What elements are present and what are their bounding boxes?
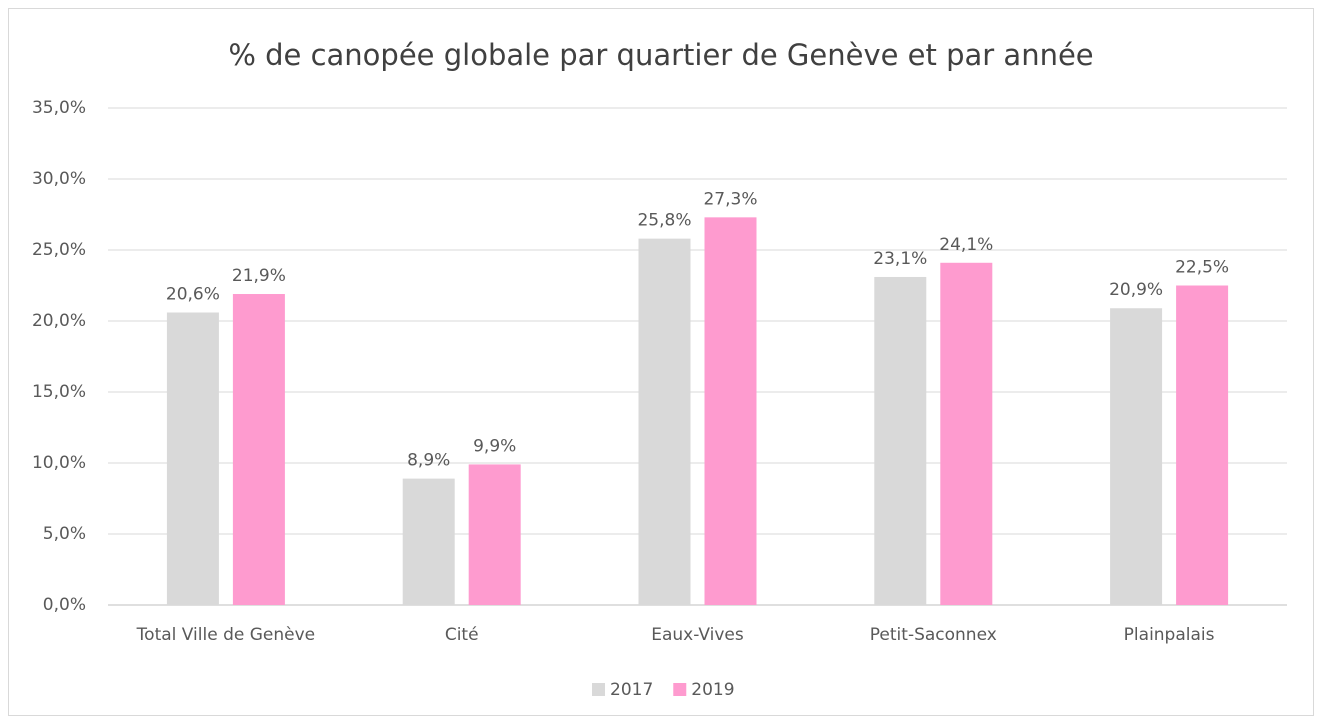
y-tick-label: 15,0% [32, 382, 86, 402]
y-tick-label: 35,0% [32, 98, 86, 118]
y-tick-label: 30,0% [32, 169, 86, 189]
bar [638, 238, 691, 605]
data-label: 27,3% [703, 189, 757, 209]
legend-swatch [673, 683, 687, 696]
data-label: 22,5% [1175, 258, 1229, 278]
bar [468, 464, 521, 605]
data-label: 8,9% [407, 451, 450, 471]
x-tick-label: Eaux-Vives [651, 625, 744, 645]
x-tick-label: Petit-Saconnex [870, 625, 997, 645]
legend-swatch [592, 683, 605, 696]
data-label: 21,9% [232, 266, 286, 286]
x-tick-label: Total Ville de Genève [136, 625, 315, 645]
y-tick-label: 25,0% [32, 240, 86, 260]
y-tick-label: 10,0% [32, 453, 86, 473]
bar [874, 276, 927, 605]
data-label: 25,8% [637, 211, 691, 231]
data-label: 23,1% [873, 249, 927, 269]
x-tick-label: Plainpalais [1124, 625, 1215, 645]
y-tick-label: 5,0% [43, 524, 86, 544]
bar [232, 294, 285, 605]
bar [166, 312, 219, 605]
data-label: 20,9% [1109, 280, 1163, 300]
legend-label: 2017 [610, 680, 653, 700]
legend-label: 2019 [691, 680, 734, 700]
y-tick-label: 0,0% [43, 595, 86, 615]
x-tick-label: Cité [445, 625, 479, 645]
y-tick-label: 20,0% [32, 311, 86, 331]
bar [1176, 285, 1229, 605]
bar [1110, 308, 1163, 605]
data-label: 9,9% [473, 436, 516, 456]
bar [704, 217, 757, 605]
bar [940, 262, 993, 605]
chart-title: % de canopée globale par quartier de Gen… [228, 38, 1093, 72]
data-label: 20,6% [166, 284, 220, 304]
data-label: 24,1% [939, 235, 993, 255]
bar [402, 478, 455, 605]
